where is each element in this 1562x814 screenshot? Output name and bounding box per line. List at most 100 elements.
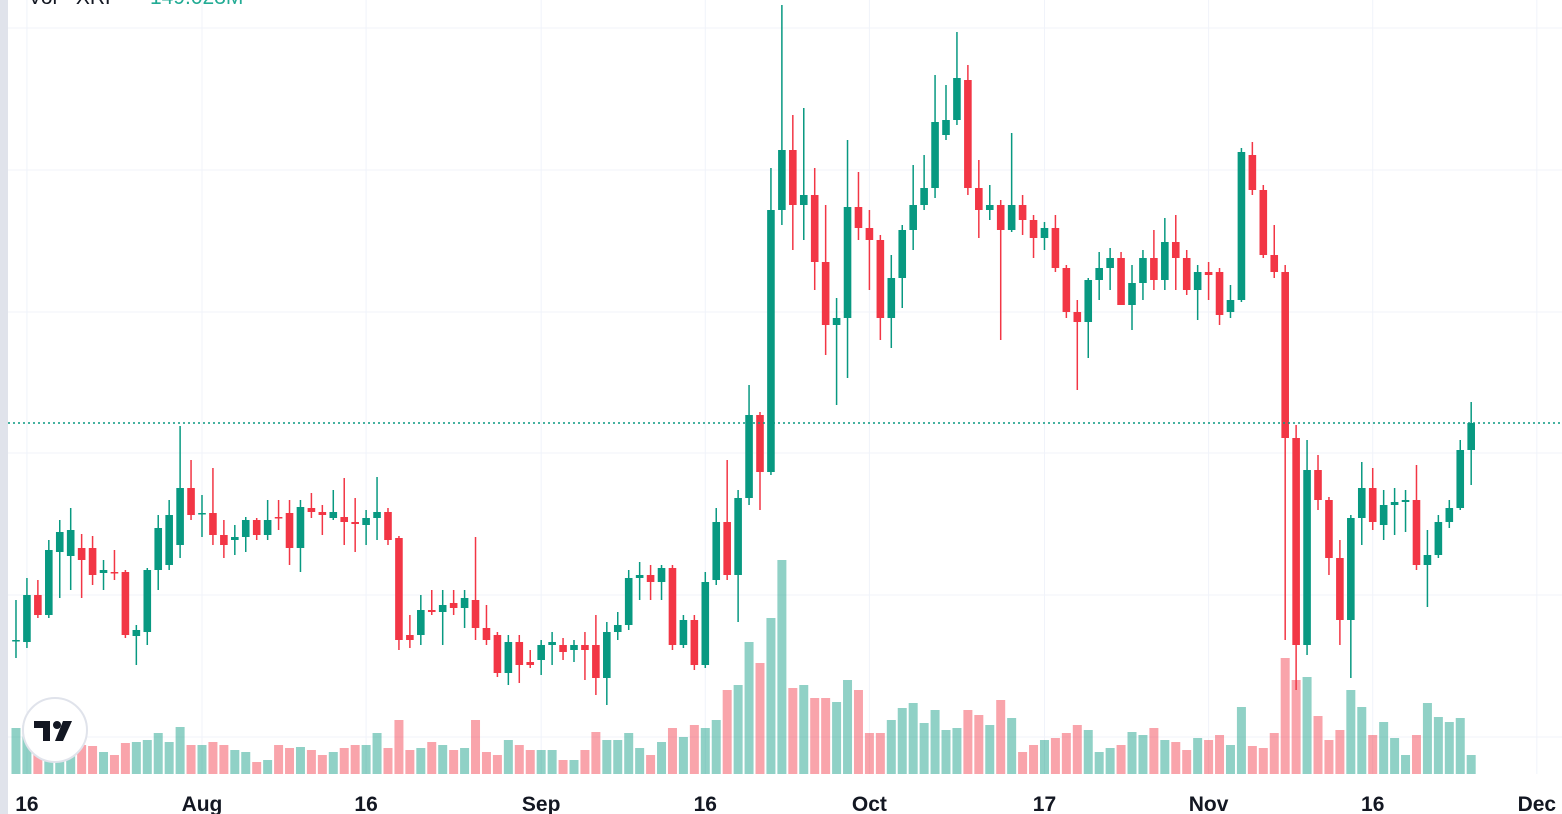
candle-body [1161, 242, 1169, 280]
candle-body [252, 520, 261, 535]
candle-body [679, 620, 688, 645]
x-tick-label: Oct [852, 793, 887, 814]
volume-bar [821, 698, 831, 774]
volume-bar [1215, 735, 1225, 774]
candle-body [154, 528, 163, 570]
candle-body [712, 522, 721, 580]
candle-body [865, 228, 874, 240]
volume-bar [350, 745, 360, 774]
volume-bar [689, 725, 699, 774]
volume-bar [449, 750, 459, 774]
legend-title: Vol · XRP [28, 0, 119, 9]
volume-bar [1105, 748, 1115, 774]
candle-body [1281, 272, 1289, 438]
volume-bar [733, 685, 743, 774]
candle-body [1456, 450, 1465, 508]
volume-bar [438, 745, 448, 774]
volume-bar [853, 690, 863, 774]
candle-body [1292, 438, 1300, 645]
volume-bar [1390, 738, 1400, 774]
candle-body [1237, 152, 1246, 300]
volume-bar [1127, 732, 1137, 774]
candle-body [537, 645, 545, 660]
candle-body [603, 632, 611, 678]
volume-bar [1171, 742, 1181, 774]
candle-body [66, 530, 75, 556]
volume-bar [1225, 745, 1235, 774]
volume-bar [1411, 735, 1421, 774]
volume-bar [1455, 718, 1465, 774]
candle-body [110, 572, 119, 574]
side-strip [0, 0, 8, 814]
volume-bar [175, 727, 185, 774]
volume-bar [186, 745, 196, 774]
candle-body [526, 662, 535, 665]
x-tick-label: Nov [1189, 793, 1229, 814]
volume-bar [711, 720, 721, 774]
candle-body [810, 195, 819, 262]
volume-bar [1291, 680, 1301, 774]
volume-bar [996, 700, 1006, 774]
candles [8, 5, 1562, 705]
candle-body [1379, 505, 1388, 525]
candle-body [1007, 205, 1016, 230]
candle-body [231, 537, 239, 540]
volume-bar [569, 760, 579, 774]
candle-body [1051, 228, 1060, 268]
candle-body [1073, 312, 1082, 322]
volume-bar [536, 750, 546, 774]
x-tick-label: Dec [1518, 793, 1557, 814]
volume-bar [624, 733, 634, 774]
candle-body [1084, 280, 1093, 322]
candle-body [723, 522, 731, 575]
volume-bar [678, 737, 688, 774]
volume-bar [657, 742, 667, 774]
volume-bars [11, 560, 1476, 774]
volume-bar [1039, 740, 1049, 774]
volume-bar [481, 752, 491, 774]
candle-body [701, 582, 710, 665]
candle-body [220, 535, 228, 545]
candle-body [975, 188, 983, 210]
volume-bar [197, 745, 207, 774]
volume-bar [1018, 752, 1028, 774]
volume-bar [755, 663, 765, 774]
candle-body [1204, 272, 1213, 275]
candle-body [548, 642, 556, 645]
candle-body [263, 520, 272, 535]
volume-bar [974, 715, 984, 774]
x-tick-label: Aug [182, 793, 223, 814]
candle-body [143, 570, 152, 632]
candle-body [646, 575, 655, 582]
volume-bar [963, 710, 973, 774]
volume-bar [263, 760, 273, 774]
volume-bar [66, 746, 76, 774]
volume-bar [799, 685, 809, 774]
candle-body [1171, 242, 1180, 258]
volume-bar [131, 742, 141, 774]
candle-body [767, 210, 775, 472]
volume-bar [1138, 735, 1148, 774]
candle-body [756, 415, 764, 472]
candle-body [1303, 470, 1311, 645]
volume-bar [1269, 733, 1279, 774]
volume-bar [1160, 740, 1170, 774]
candle-body [789, 150, 797, 205]
volume-bar [306, 750, 316, 774]
candle-body [318, 512, 327, 515]
volume-bar [328, 752, 338, 774]
volume-bar [1258, 748, 1268, 774]
volume-bar [1313, 716, 1323, 774]
candle-body [1314, 470, 1322, 500]
candle-body [329, 512, 338, 518]
volume-bar [1204, 740, 1214, 774]
volume-bar [777, 560, 787, 774]
candle-body [668, 568, 677, 645]
candle-body [1128, 283, 1136, 305]
candle-body [581, 645, 589, 650]
volume-bar [99, 752, 109, 774]
candle-body [12, 640, 20, 642]
volume-bar [1029, 745, 1039, 774]
candle-body [1215, 272, 1224, 315]
volume-bar [405, 750, 415, 774]
